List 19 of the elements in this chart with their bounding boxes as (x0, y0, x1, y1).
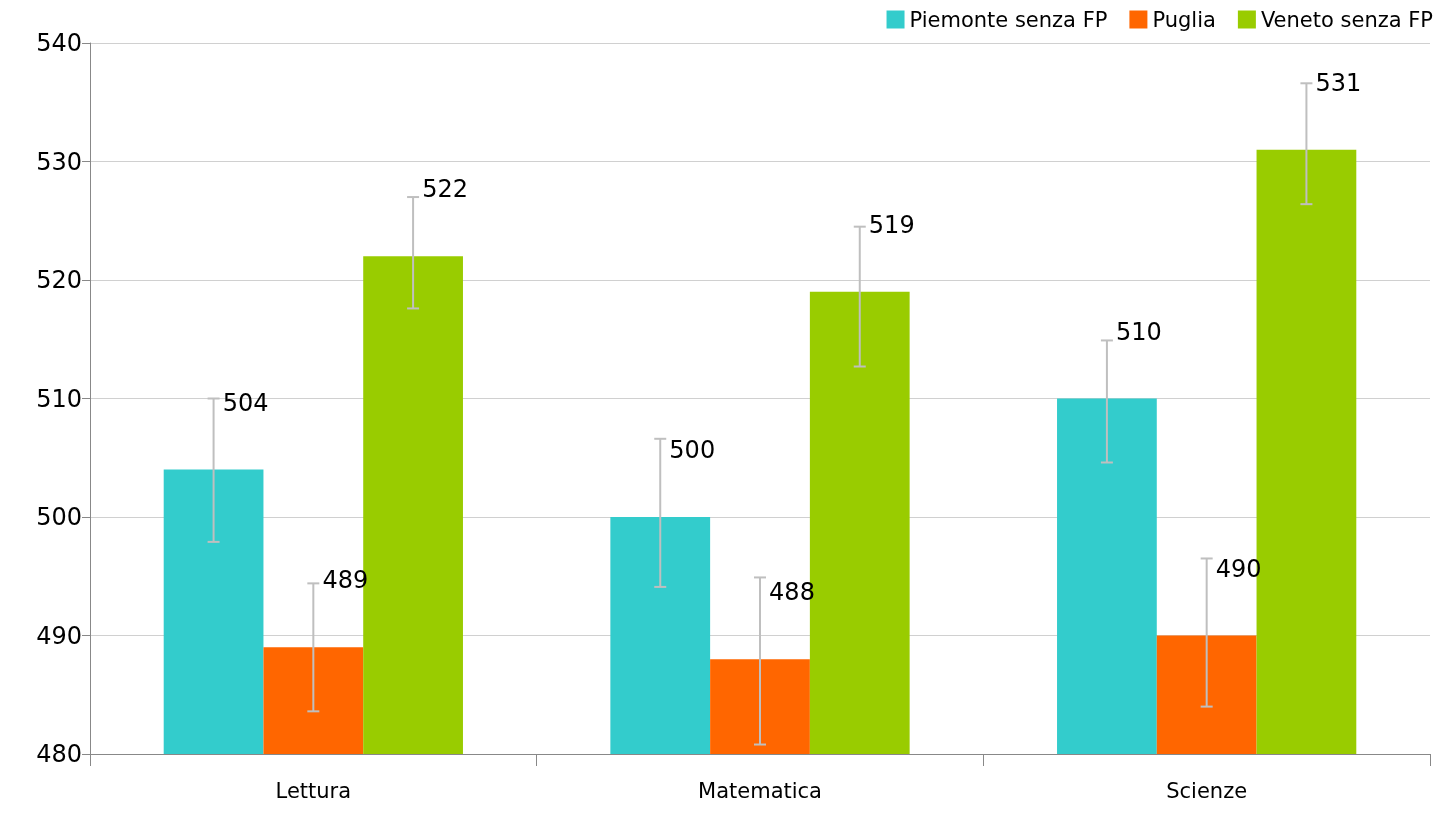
data-label: 510 (1116, 317, 1162, 346)
x-tick-label: Lettura (275, 778, 352, 803)
y-tick-label: 500 (36, 503, 82, 531)
legend-label: Puglia (1152, 7, 1216, 32)
legend-label: Veneto senza FP (1260, 7, 1433, 32)
data-label: 500 (669, 436, 716, 464)
y-tick-label: 510 (36, 384, 82, 413)
y-tick-label: 490 (36, 621, 82, 650)
y-tick-label: 480 (36, 740, 82, 768)
y-tick-label: 540 (36, 29, 82, 57)
data-label: 519 (868, 210, 915, 239)
y-tick-label: 520 (36, 266, 82, 294)
x-tick-label: Scienze (1166, 778, 1248, 803)
data-label: 522 (422, 175, 468, 204)
data-label: 531 (1315, 68, 1362, 97)
data-label: 504 (222, 388, 269, 417)
legend-label: Piemonte senza FP (909, 7, 1108, 32)
x-tick-label: Matematica (698, 778, 822, 803)
y-tick-label: 530 (36, 147, 82, 176)
